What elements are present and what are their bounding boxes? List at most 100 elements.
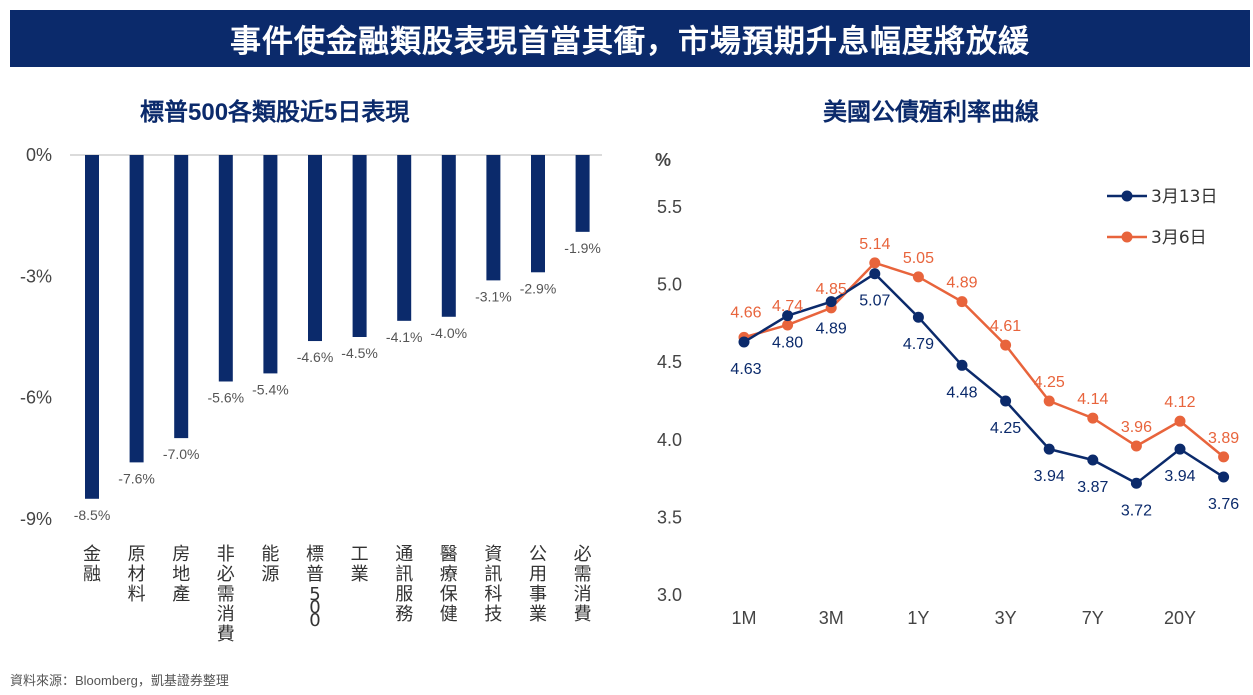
series-0-point bbox=[1087, 454, 1099, 466]
y-tick-label: 4.0 bbox=[657, 430, 682, 450]
bar-data-label: -4.6% bbox=[297, 349, 334, 365]
y-tick-label: 4.5 bbox=[657, 352, 682, 372]
series-1-data-label: 4.12 bbox=[1164, 394, 1195, 411]
x-tick-label: 3M bbox=[819, 608, 844, 628]
series-1-data-label: 5.05 bbox=[903, 250, 934, 267]
category-label: 工業 bbox=[351, 544, 369, 585]
series-1-point bbox=[782, 319, 794, 331]
category-label: 通訊服務 bbox=[395, 544, 413, 625]
page-title: 事件使金融類股表現首當其衝，市場預期升息幅度將放緩 bbox=[10, 10, 1250, 67]
series-1-data-label: 4.14 bbox=[1077, 391, 1108, 408]
x-tick-label: 3Y bbox=[995, 608, 1017, 628]
series-0-data-label: 5.07 bbox=[859, 293, 890, 310]
bar-data-label: -4.5% bbox=[341, 345, 378, 361]
bar-11 bbox=[575, 155, 590, 232]
series-1-data-label: 4.66 bbox=[730, 304, 761, 321]
bar-chart-title: 標普500各類股近5日表現 bbox=[140, 99, 410, 126]
bar-data-label: -1.9% bbox=[564, 240, 601, 256]
series-0-data-label: 4.25 bbox=[990, 420, 1021, 437]
category-label: 能源 bbox=[261, 544, 279, 585]
series-0-data-label: 3.94 bbox=[1164, 468, 1195, 485]
bar-data-label: -5.6% bbox=[208, 389, 245, 405]
series-0-point bbox=[1000, 395, 1012, 407]
y-tick-label: 5.5 bbox=[657, 197, 682, 217]
series-0-point bbox=[1174, 443, 1186, 455]
series-1-point bbox=[1218, 451, 1230, 463]
series-0-point bbox=[738, 336, 750, 348]
series-0-point bbox=[869, 268, 881, 280]
y-tick-label: -9% bbox=[20, 509, 52, 529]
series-0-data-label: 4.79 bbox=[903, 336, 934, 353]
series-1-data-label: 4.89 bbox=[946, 275, 977, 292]
series-1-data-label: 3.89 bbox=[1208, 430, 1239, 447]
bar-8 bbox=[441, 155, 456, 317]
series-0-data-label: 3.76 bbox=[1208, 496, 1239, 513]
series-0-data-label: 4.89 bbox=[816, 321, 847, 338]
legend-marker-1 bbox=[1121, 231, 1133, 243]
category-label: 標普 5 0 0 bbox=[306, 544, 324, 631]
category-label: 原材料 bbox=[128, 544, 146, 605]
series-0-point bbox=[1218, 471, 1230, 483]
bar-6 bbox=[352, 155, 367, 337]
line-chart-title: 美國公債殖利率曲線 bbox=[823, 99, 1039, 126]
series-1-point bbox=[1087, 412, 1099, 424]
bar-data-label: -4.0% bbox=[431, 325, 468, 341]
yield-curve-line-chart: % 3.0 3.5 4.0 4.5 5.0 5.5 1M 3M 1Y 3Y 7Y 20Y 4.63 4.80… bbox=[655, 150, 1239, 628]
series-0-point bbox=[1130, 477, 1142, 489]
bar-10 bbox=[531, 155, 545, 273]
bar-3 bbox=[218, 155, 233, 382]
series-1-point bbox=[1000, 339, 1012, 351]
series-1-point bbox=[1174, 415, 1186, 427]
y-tick-label: -6% bbox=[20, 388, 52, 408]
y-tick-label: 0% bbox=[26, 145, 52, 165]
series-line-0 bbox=[743, 272, 1225, 485]
series-0-point bbox=[956, 359, 968, 371]
category-label: 資訊科技 bbox=[484, 544, 502, 625]
series-0-data-label: 4.63 bbox=[730, 361, 761, 378]
series-0-point bbox=[782, 310, 794, 322]
series-0-data-label: 4.80 bbox=[772, 335, 803, 352]
bar-0 bbox=[85, 155, 99, 499]
y-axis-unit: % bbox=[655, 150, 671, 170]
bar-data-label: -7.0% bbox=[163, 446, 200, 462]
y-tick-label: 5.0 bbox=[657, 275, 682, 295]
x-tick-label: 20Y bbox=[1164, 608, 1196, 628]
bar-data-label: -3.1% bbox=[475, 288, 512, 304]
bar-7 bbox=[397, 155, 412, 321]
series-1-point bbox=[1043, 395, 1055, 407]
legend-label-1: 3月6日 bbox=[1151, 228, 1207, 248]
series-0-data-label: 3.94 bbox=[1034, 468, 1065, 485]
category-label: 醫療保健 bbox=[440, 544, 458, 625]
source-note: 資料來源：Bloomberg，凱基證券整理 bbox=[10, 673, 229, 688]
bar-2 bbox=[174, 155, 189, 439]
bar-data-label: -5.4% bbox=[252, 381, 289, 397]
series-1-point bbox=[912, 271, 924, 283]
category-label: 金融 bbox=[83, 544, 101, 585]
bar-5 bbox=[308, 155, 322, 342]
series-1-data-label: 5.14 bbox=[859, 236, 890, 253]
series-0-data-label: 4.48 bbox=[946, 384, 977, 401]
series-1-data-label: 4.74 bbox=[772, 298, 803, 315]
series-1-data-label: 4.25 bbox=[1034, 374, 1065, 391]
x-tick-label: 7Y bbox=[1082, 608, 1104, 628]
series-0-data-label: 3.87 bbox=[1077, 479, 1108, 496]
bar-data-label: -4.1% bbox=[386, 329, 423, 345]
series-1-data-label: 3.96 bbox=[1121, 419, 1152, 436]
x-tick-label: 1Y bbox=[907, 608, 929, 628]
y-tick-label: 3.0 bbox=[657, 585, 682, 605]
y-tick-label: -3% bbox=[20, 266, 52, 286]
bar-data-label: -2.9% bbox=[520, 280, 557, 296]
series-0-point bbox=[825, 296, 837, 308]
bar-9 bbox=[486, 155, 501, 281]
category-label: 房地產 bbox=[172, 544, 190, 605]
category-label: 公用事業 bbox=[529, 544, 547, 625]
sector-performance-bar-chart: 0% -3% -6% -9% -8.5% 金融 -7.6% 原材料 -7.0% 房地產 -5.6% 非… bbox=[20, 145, 602, 645]
bar-data-label: -8.5% bbox=[74, 507, 111, 523]
series-1-data-label: 4.85 bbox=[816, 281, 847, 298]
bar-data-label: -7.6% bbox=[118, 470, 155, 486]
series-line-1 bbox=[743, 261, 1225, 458]
category-label: 必需消費 bbox=[574, 544, 592, 625]
category-label: 非必需消費 bbox=[217, 544, 235, 645]
legend-label-0: 3月13日 bbox=[1151, 187, 1217, 207]
series-1-point bbox=[869, 257, 881, 269]
